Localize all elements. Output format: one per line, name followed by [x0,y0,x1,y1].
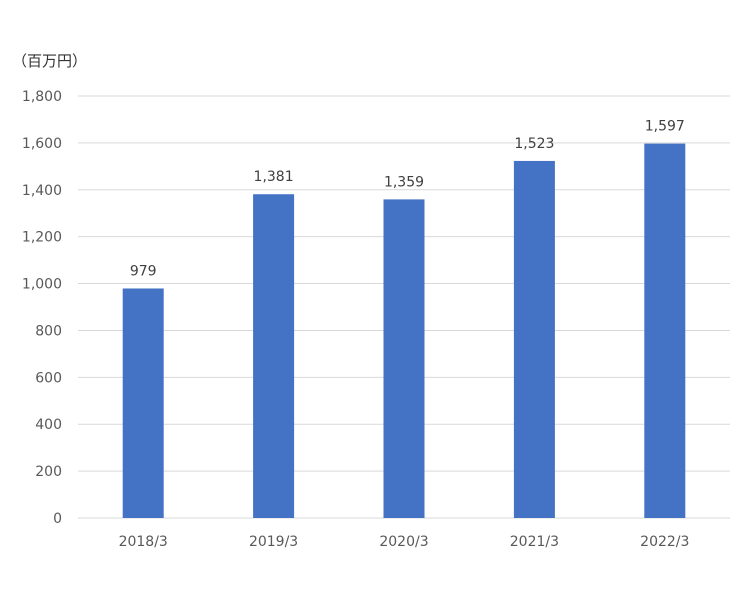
y-tick-label: 800 [35,323,62,339]
y-axis-ticks: 0 200 400 600 800 1,000 1,200 1,400 1,600 1,800 [22,89,62,527]
data-label: 979 [130,263,157,279]
data-label: 1,523 [514,136,554,152]
y-tick-label: 1,600 [22,136,62,152]
x-tick-label: 2019/3 [249,534,298,550]
y-tick-label: 600 [35,370,62,386]
y-tick-label: 1,000 [22,277,62,293]
y-tick-label: 200 [35,464,62,480]
bar-2022/3 [644,143,686,518]
x-tick-label: 2018/3 [119,534,168,550]
x-tick-label: 2020/3 [379,534,428,550]
data-label: 1,381 [254,169,294,185]
bar-2019/3 [253,194,295,518]
data-label: 1,359 [384,174,424,190]
data-labels: 979 1,381 1,359 1,523 1,597 [130,119,685,280]
y-tick-label: 1,400 [22,183,62,199]
bars [122,143,686,519]
data-label: 1,597 [645,119,685,135]
bar-2018/3 [122,288,164,518]
y-tick-label: 400 [35,417,62,433]
y-tick-label: 1,200 [22,230,62,246]
bar-2020/3 [383,199,425,518]
y-tick-label: 1,800 [22,89,62,105]
bar-2021/3 [513,160,555,519]
y-axis-unit-label: （百万円） [12,52,88,70]
x-axis-ticks: 2018/3 2019/3 2020/3 2021/3 2022/3 [119,534,690,550]
x-tick-label: 2021/3 [510,534,559,550]
y-tick-label: 0 [53,511,62,527]
x-tick-label: 2022/3 [640,534,689,550]
